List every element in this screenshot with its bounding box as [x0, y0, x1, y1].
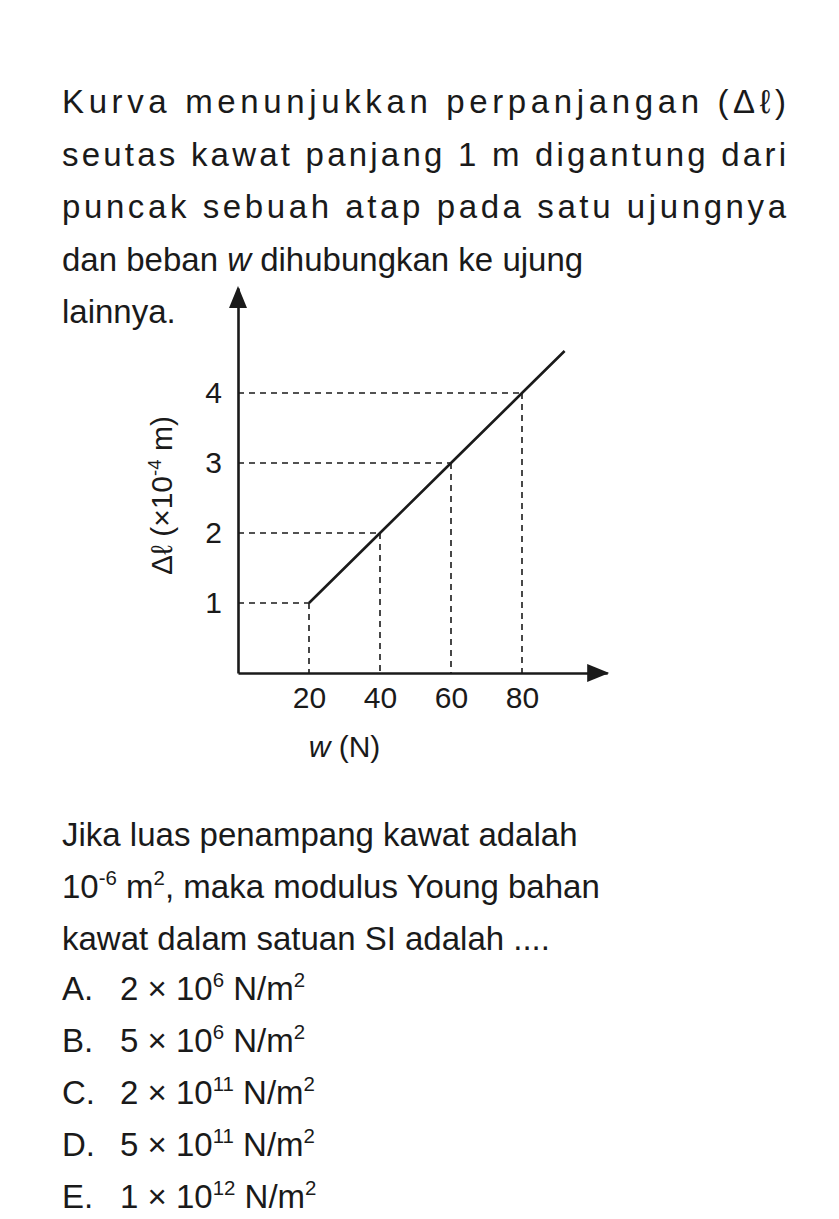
intro-line: seutas kawat panjang 1 m digantung dari [62, 136, 786, 173]
option-letter: C. [62, 1074, 95, 1111]
guide-vertical [379, 533, 381, 673]
text-run: 1 × 10 [120, 1178, 213, 1215]
chart: 20 40 60 80 1 2 3 4 w (N) Δℓ (×10-4 m) [144, 286, 610, 763]
text-run: 2 [294, 1020, 305, 1043]
tick-label: 40 [364, 681, 397, 714]
tick-label: 20 [293, 681, 326, 714]
option-letter: E. [62, 1178, 93, 1215]
guide-vertical [521, 393, 523, 673]
intro-line: puncak sebuah atap pada satu ujungnya [62, 188, 787, 225]
tick: 4 [205, 376, 238, 409]
guide-horizontal [238, 392, 522, 394]
tick-label: 2 [205, 516, 222, 549]
option-text: 5 × 106 N/m2 [120, 1020, 305, 1059]
text-run: Δℓ (×10 [145, 476, 178, 575]
text-run: w [309, 730, 333, 763]
question-line: kawat dalam satuan SI adalah .... [62, 920, 550, 957]
text-run: 11 [213, 1072, 234, 1095]
guide-horizontal [238, 532, 380, 534]
text-run: 2 [154, 866, 165, 889]
text-run: 6 [213, 1020, 224, 1043]
text-run: -6 [99, 866, 117, 889]
guide-vertical [450, 463, 452, 673]
axis-line [237, 289, 240, 674]
x-axis: 20 40 60 80 [239, 673, 608, 714]
text-run: 2 [294, 968, 305, 991]
axis-arrow [587, 664, 609, 682]
text-run: N/m [234, 1074, 304, 1111]
text-run: N/m [235, 1178, 305, 1215]
option-letter: D. [62, 1126, 95, 1163]
text-run: 10 [62, 868, 99, 905]
text-run: 6 [213, 968, 224, 991]
text-run: N/m [234, 1126, 304, 1163]
plot-area [238, 351, 565, 673]
tick: 60 [435, 673, 468, 714]
x-axis-title: w (N) [309, 730, 381, 763]
text-run: lainnya. [62, 293, 176, 330]
text-run: dan beban [62, 241, 227, 278]
tick: 20 [293, 673, 326, 714]
intro-line: Kurva menunjukkan perpanjangan (Δℓ) [62, 83, 786, 120]
text-run: 12 [213, 1176, 236, 1199]
guide-horizontal [238, 602, 309, 604]
option-text: 5 × 1011 N/m2 [120, 1124, 315, 1163]
option-text: 2 × 106 N/m2 [120, 968, 305, 1007]
page: Kurva menunjukkan perpanjangan (Δℓ) seuta… [0, 0, 839, 1219]
text-run: seutas kawat panjang 1 m digantung dari [62, 136, 786, 173]
text-run: Kurva menunjukkan perpanjangan (Δℓ) [62, 83, 786, 120]
text-run: 11 [213, 1124, 234, 1147]
text-run: 5 × 10 [120, 1126, 213, 1163]
text-run: -4 [144, 459, 165, 476]
text-run: 2 [304, 1072, 315, 1095]
text-run: N/m [224, 1022, 294, 1059]
text-run: 2 [304, 1124, 315, 1147]
text-run: (N) [330, 730, 380, 763]
text-run: 2 × 10 [120, 1074, 213, 1111]
intro-line: lainnya. [62, 293, 176, 330]
tick-label: 80 [506, 681, 539, 714]
option-letter: A. [62, 970, 93, 1007]
tick: 1 [205, 586, 238, 619]
y-axis-title: Δℓ (×10-4 m) [144, 416, 178, 575]
option: B. 5 × 106 N/m2 [62, 1020, 305, 1059]
text-run: m) [145, 416, 178, 459]
text-run: 2 × 10 [120, 970, 213, 1007]
text-run: 5 × 10 [120, 1022, 213, 1059]
tick-label: 1 [205, 586, 222, 619]
option: D. 5 × 1011 N/m2 [62, 1124, 315, 1163]
text-run: Jika luas penampang kawat adalah [62, 816, 578, 853]
option-letter: B. [62, 1022, 93, 1059]
intro-line: dan beban w dihubungkan ke ujung [62, 241, 583, 278]
axis-arrow [229, 286, 247, 308]
data-line [309, 351, 565, 603]
option-text: 1 × 1012 N/m2 [120, 1176, 316, 1215]
tick-label: 3 [205, 446, 222, 479]
tick: 40 [364, 673, 397, 714]
tick-label: 4 [205, 376, 222, 409]
option: E. 1 × 1012 N/m2 [62, 1176, 316, 1215]
text-run: kawat dalam satuan SI adalah .... [62, 920, 550, 957]
y-axis: 1 2 3 4 [205, 289, 238, 674]
text-run: N/m [224, 970, 294, 1007]
text-run: m [117, 868, 154, 905]
option: C. 2 × 1011 N/m2 [62, 1072, 315, 1111]
text-run: w [227, 241, 253, 278]
guide-vertical [308, 603, 310, 673]
question-line: Jika luas penampang kawat adalah [62, 816, 578, 853]
tick: 3 [205, 446, 238, 479]
tick: 2 [205, 516, 238, 549]
text-run: , maka modulus Young bahan [165, 868, 600, 905]
guide-horizontal [238, 462, 451, 464]
question-line: 10-6 m2, maka modulus Young bahan [62, 866, 600, 905]
axis-line [239, 672, 608, 675]
text-run: 2 [305, 1176, 316, 1199]
option-text: 2 × 1011 N/m2 [120, 1072, 315, 1111]
tick-label: 60 [435, 681, 468, 714]
option: A. 2 × 106 N/m2 [62, 968, 305, 1007]
text-run: dihubungkan ke ujung [251, 241, 583, 278]
tick: 80 [506, 673, 539, 714]
text-run: puncak sebuah atap pada satu ujungnya [62, 188, 787, 225]
